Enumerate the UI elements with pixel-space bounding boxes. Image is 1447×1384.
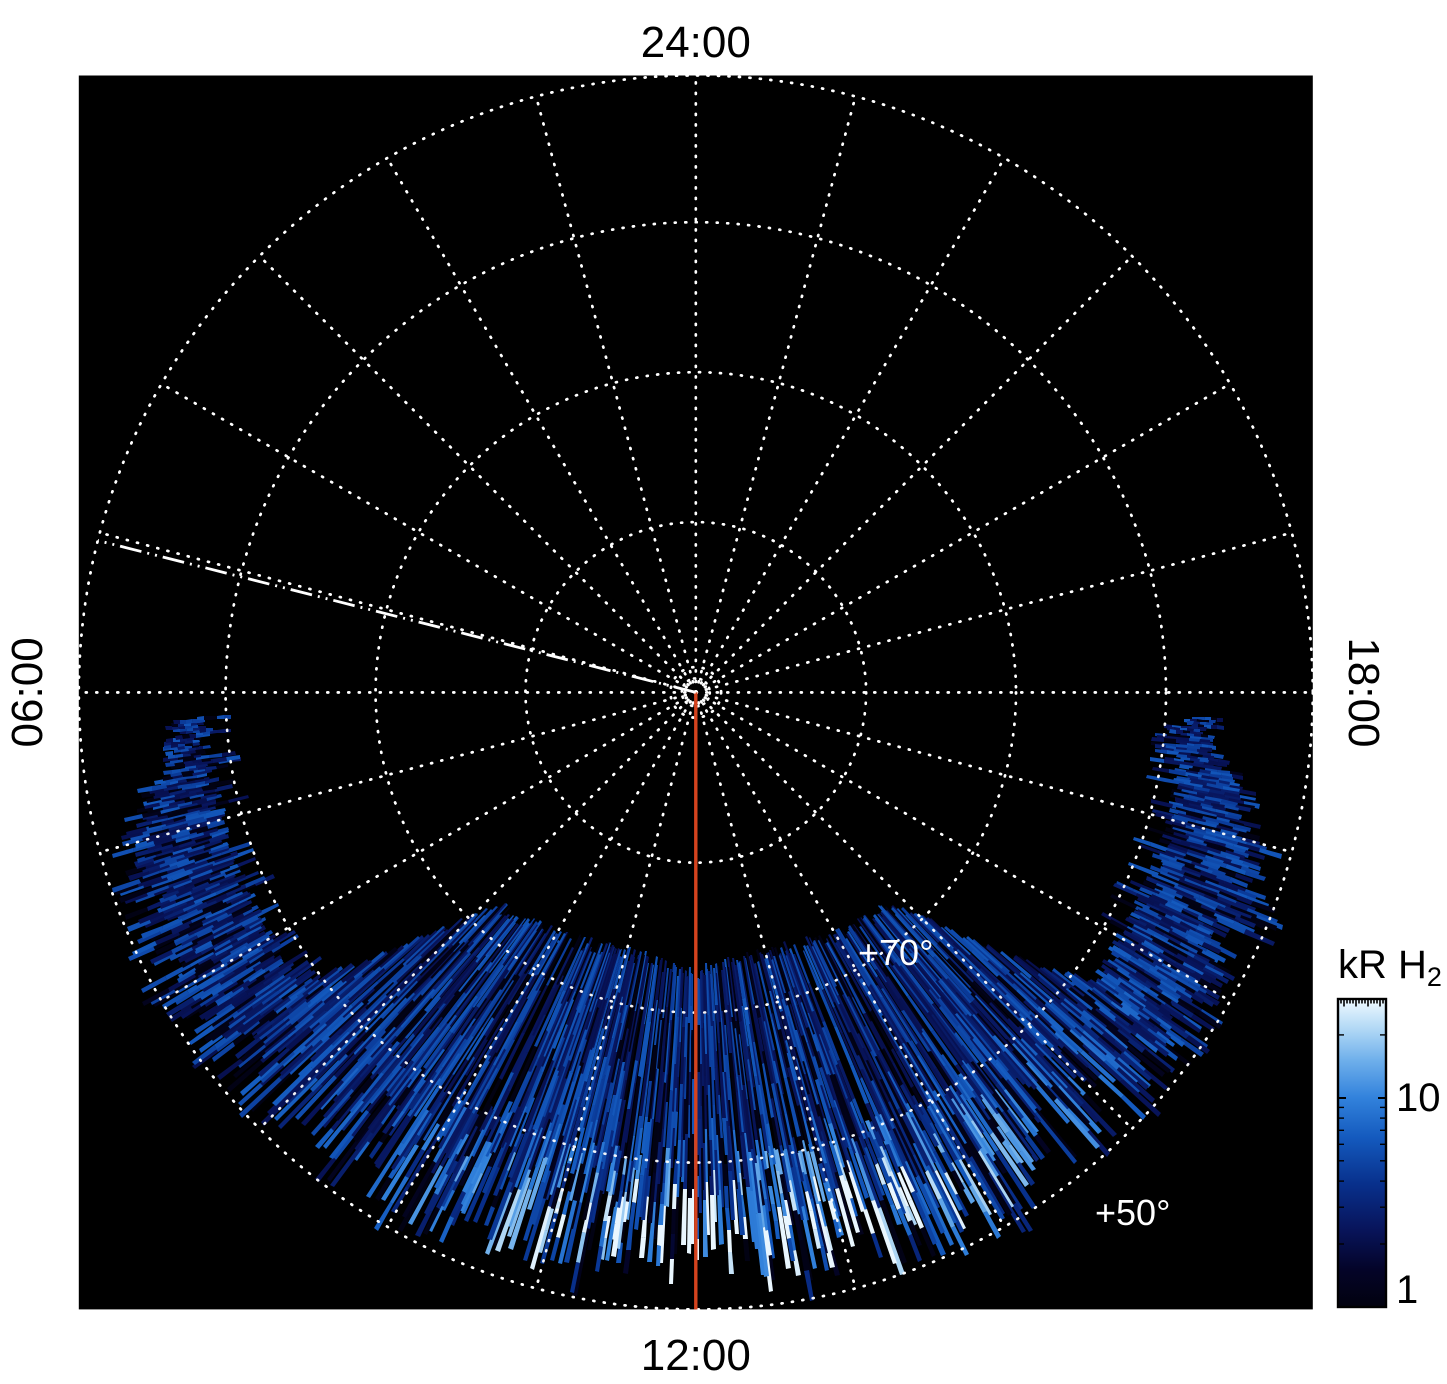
svg-text:18:00: 18:00 (1339, 637, 1388, 747)
svg-text:12:00: 12:00 (641, 1331, 751, 1380)
svg-text:06:00: 06:00 (3, 637, 52, 747)
svg-text:1: 1 (1396, 1268, 1418, 1312)
svg-text:10: 10 (1396, 1076, 1441, 1120)
svg-text:24:00: 24:00 (641, 18, 751, 67)
svg-text:kR H2: kR H2 (1338, 943, 1442, 992)
svg-text:+50°: +50° (1095, 1192, 1170, 1233)
svg-text:+70°: +70° (858, 932, 933, 973)
